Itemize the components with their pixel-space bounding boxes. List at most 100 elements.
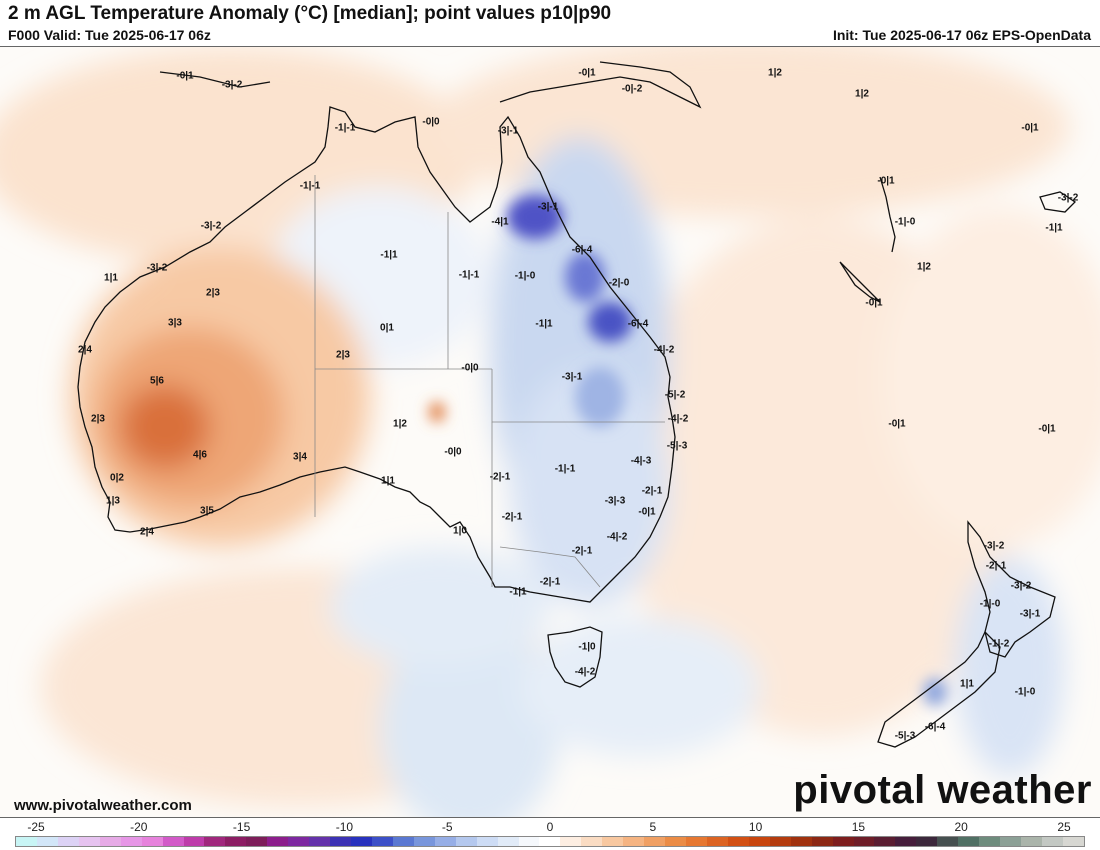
point-value: 1|1 <box>104 272 118 284</box>
colorbar-swatch <box>288 837 310 846</box>
point-value: -1|-0 <box>514 270 536 282</box>
point-value: -3|-2 <box>200 220 222 232</box>
colorbar-swatch <box>204 837 226 846</box>
point-value: -1|-0 <box>894 216 916 228</box>
colorbar-swatch <box>309 837 331 846</box>
point-value: -0|1 <box>578 67 596 79</box>
australia-coastline <box>77 106 676 603</box>
point-value: -0|1 <box>1021 122 1039 134</box>
point-value: -3|-1 <box>497 125 519 137</box>
colorbar-swatch <box>581 837 603 846</box>
anomaly-map[interactable]: -0|1 -3|-2 -0|1 1|2 -0|-2 1|2 -0|1 -1|-1 -0|0 -3|… <box>0 46 1100 818</box>
point-value: -6|-4 <box>924 721 946 733</box>
point-value: -0|0 <box>444 446 462 458</box>
point-value: 1|2 <box>917 261 931 273</box>
colorbar-swatch <box>162 837 184 846</box>
valid-time: F000 Valid: Tue 2025-06-17 06z <box>8 27 211 43</box>
colorbar-ticks: -25 -20 -15 -10 -5 0 5 10 15 20 25 <box>0 820 1100 836</box>
point-value: -3|-2 <box>983 540 1005 552</box>
point-value: -0|1 <box>176 70 194 82</box>
point-value: 2|3 <box>336 349 350 361</box>
point-value: 2|3 <box>91 413 105 425</box>
point-value: -0|0 <box>422 116 440 128</box>
new-caledonia-coastline <box>839 261 881 303</box>
point-value: -0|0 <box>461 362 479 374</box>
colorbar-swatch <box>413 837 435 846</box>
point-value: -4|-2 <box>653 344 675 356</box>
map-title: 2 m AGL Temperature Anomaly (°C) [median… <box>8 3 612 24</box>
point-value: -3|-3 <box>604 495 626 507</box>
point-value: -0|1 <box>638 506 656 518</box>
site-url[interactable]: www.pivotalweather.com <box>14 797 192 814</box>
colorbar-swatch <box>497 837 519 846</box>
colorbar-swatch <box>811 837 833 846</box>
coastlines <box>77 61 1077 748</box>
point-value: -2|-1 <box>489 471 511 483</box>
map-canvas <box>0 47 1100 817</box>
point-value: -2|-1 <box>641 485 663 497</box>
colorbar: -25 -20 -15 -10 -5 0 5 10 15 20 25 <box>0 818 1100 850</box>
point-value: 2|3 <box>206 287 220 299</box>
border-nsw-vic <box>499 546 601 588</box>
point-value: 1|2 <box>393 418 407 430</box>
init-time: Init: Tue 2025-06-17 06z EPS-OpenData <box>832 27 1091 43</box>
colorbar-swatches <box>15 836 1085 847</box>
new-guinea-coastline <box>499 61 702 109</box>
colorbar-swatch <box>141 837 163 846</box>
point-value: -0|1 <box>1038 423 1056 435</box>
colorbar-swatch <box>560 837 582 846</box>
point-value: -1|-1 <box>554 463 576 475</box>
colorbar-swatch <box>183 837 205 846</box>
colorbar-swatch <box>1062 837 1084 846</box>
point-value: 1|3 <box>106 495 120 507</box>
point-value: -3|-2 <box>146 262 168 274</box>
point-value: -0|1 <box>865 297 883 309</box>
point-value: -0|1 <box>888 418 906 430</box>
colorbar-swatch <box>686 837 707 846</box>
colorbar-swatch <box>434 837 456 846</box>
point-value: -3|-1 <box>537 201 559 213</box>
point-value: 3|5 <box>200 505 214 517</box>
colorbar-swatch <box>623 837 645 846</box>
state-borders <box>314 175 665 588</box>
point-value: 1|1 <box>960 678 974 690</box>
point-value: -1|-0 <box>979 598 1001 610</box>
point-value: 3|4 <box>293 451 307 463</box>
colorbar-swatch <box>371 837 393 846</box>
colorbar-tick-label: -20 <box>130 820 148 834</box>
point-value: -6|-4 <box>627 318 649 330</box>
colorbar-tick-label: 5 <box>649 820 657 834</box>
colorbar-swatch <box>455 837 477 846</box>
colorbar-swatch <box>748 837 770 846</box>
anomaly-shading <box>0 47 1100 817</box>
colorbar-tick-label: -5 <box>441 820 453 834</box>
colorbar-swatch <box>351 837 372 846</box>
point-value: 0|2 <box>110 472 124 484</box>
colorbar-tick-label: 10 <box>748 820 763 834</box>
colorbar-swatch <box>853 837 875 846</box>
point-value: -3|-1 <box>1019 608 1041 620</box>
colorbar-swatch <box>57 837 79 846</box>
point-value: -3|-2 <box>1057 192 1079 204</box>
colorbar-swatch <box>602 837 624 846</box>
point-value: -5|-3 <box>666 440 688 452</box>
colorbar-swatch <box>1021 837 1042 846</box>
point-value: -3|-2 <box>221 79 243 91</box>
point-value: -2|-0 <box>608 277 630 289</box>
brand-logo: pivotal weather <box>793 768 1092 812</box>
point-value: -0|1 <box>877 175 895 187</box>
colorbar-swatch <box>518 837 540 846</box>
colorbar-tick-label: 15 <box>851 820 866 834</box>
point-value: 5|6 <box>150 375 164 387</box>
colorbar-swatch <box>1000 837 1021 846</box>
colorbar-swatch <box>979 837 1001 846</box>
point-value: 2|4 <box>140 526 154 538</box>
point-value: -4|-2 <box>606 531 628 543</box>
colorbar-swatch <box>267 837 289 846</box>
point-value: -1|1 <box>509 586 527 598</box>
point-value: 1|2 <box>855 88 869 100</box>
point-value: -0|-2 <box>621 83 643 95</box>
colorbar-swatch <box>120 837 142 846</box>
point-value: -2|-1 <box>501 511 523 523</box>
colorbar-swatch <box>330 837 351 846</box>
